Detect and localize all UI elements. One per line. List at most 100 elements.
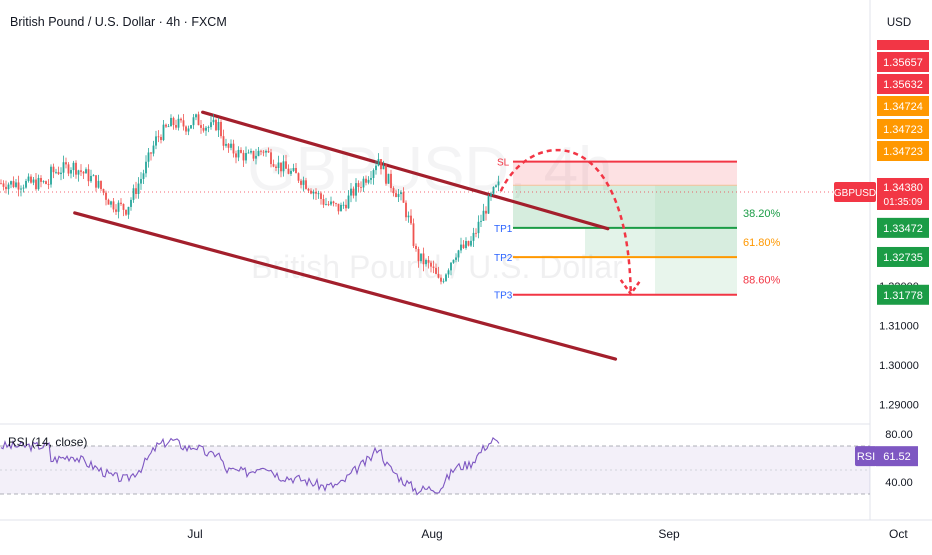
- candle-body: [345, 204, 347, 209]
- channel-lower-line: [73, 211, 618, 361]
- candle-body: [360, 186, 362, 188]
- candle-body: [215, 119, 217, 131]
- current-countdown: 01:35:09: [884, 197, 923, 208]
- candle-body: [77, 170, 80, 175]
- candle-body: [450, 262, 452, 271]
- current-price-label: 1.34380: [883, 182, 923, 194]
- candle-body: [87, 169, 90, 182]
- candle-body: [277, 162, 280, 169]
- candle-body: [130, 199, 132, 207]
- candle-body: [365, 178, 367, 183]
- candle-body: [395, 193, 397, 198]
- candle-body: [477, 221, 480, 234]
- price-tag-label: 1.35632: [883, 79, 923, 91]
- projection-arrowhead: [619, 279, 642, 297]
- candle-body: [167, 126, 170, 128]
- candle-body: [67, 164, 70, 174]
- current-price-tag-bg: [877, 177, 929, 210]
- price-tag-label: 1.31778: [883, 290, 923, 302]
- candle-body: [327, 203, 330, 205]
- price-tag-label: 1.33472: [883, 223, 923, 235]
- candle-body: [295, 168, 297, 174]
- rsi-layer: 80.00 40.00 RSI 61.52: [0, 423, 918, 520]
- candle-body: [47, 183, 50, 185]
- rsi-value-tag-bg: [876, 446, 918, 467]
- candle-body: [60, 172, 62, 175]
- price-tag-bg: [877, 284, 929, 305]
- candle-body: [415, 245, 417, 249]
- candle-body: [150, 152, 152, 154]
- candle-body: [292, 168, 295, 171]
- candle-body: [135, 188, 137, 194]
- candle-body: [190, 125, 192, 129]
- candle-body: [480, 220, 482, 222]
- candle-body: [385, 165, 387, 184]
- candle-body: [427, 259, 430, 263]
- candle-body: [100, 180, 102, 190]
- rsi-value-tag: 61.52: [883, 451, 911, 463]
- candle-body: [400, 192, 402, 195]
- candle-body: [250, 150, 252, 153]
- candle-body: [495, 185, 497, 187]
- candle-body: [125, 209, 127, 215]
- candle-body: [80, 170, 82, 172]
- candle-body: [170, 117, 172, 127]
- candle-body: [442, 280, 445, 282]
- price-tag-label: 1.34724: [883, 101, 923, 113]
- candle-body: [497, 181, 500, 186]
- candle-body: [257, 150, 260, 156]
- candle-body: [0, 183, 2, 185]
- currency-label[interactable]: USD: [887, 17, 911, 29]
- candle-body: [115, 209, 117, 212]
- candle-body: [425, 259, 427, 265]
- candle-body: [420, 253, 422, 262]
- candle-body: [310, 190, 312, 194]
- candle-body: [462, 244, 465, 248]
- candle-body: [2, 183, 5, 187]
- rsi-legend-label[interactable]: RSI (14, close): [8, 435, 87, 449]
- candle-body: [302, 180, 305, 185]
- candle-body: [357, 183, 360, 187]
- candle-body: [122, 203, 125, 210]
- price-tag-label: 1.34723: [883, 146, 923, 158]
- candle-body: [37, 177, 40, 190]
- candle-body: [15, 182, 17, 187]
- candle-body: [245, 153, 247, 161]
- candle-body: [372, 170, 375, 179]
- candle-body: [127, 206, 130, 215]
- candle-body: [317, 193, 320, 195]
- candle-body: [490, 193, 492, 197]
- candle-body: [117, 202, 120, 212]
- candle-body: [297, 173, 300, 181]
- trade-plan-layer: SL TP1 38.20% TP2 61.80% TP3 88.60%: [0, 158, 870, 302]
- candle-body: [315, 191, 317, 194]
- candle-body: [82, 171, 85, 174]
- candle-body: [392, 188, 395, 194]
- profit-zone-tp3: [655, 257, 737, 295]
- candle-body: [335, 203, 337, 205]
- candle-body: [40, 177, 42, 182]
- candle-body: [320, 193, 322, 200]
- target-label: TP2: [494, 253, 513, 264]
- candle-body: [237, 149, 240, 158]
- candle-body: [235, 153, 237, 158]
- symbol-title[interactable]: British Pound / U.S. Dollar · 4h · FXCM: [10, 15, 227, 29]
- candle-body: [272, 164, 275, 167]
- candle-body: [367, 179, 370, 183]
- candle-body: [95, 175, 97, 188]
- candle-body: [205, 127, 207, 131]
- candle-body: [185, 126, 187, 132]
- candle-body: [155, 136, 157, 146]
- watermark-name: British Pound / U.S. Dollar: [251, 249, 623, 285]
- time-label: Oct: [889, 527, 908, 541]
- candle-body: [165, 124, 167, 127]
- rsi-name-tag: RSI: [857, 451, 875, 463]
- candle-body: [482, 210, 485, 221]
- candle-body: [337, 203, 340, 212]
- price-tag-bg: [877, 96, 929, 116]
- candle-body: [465, 241, 467, 248]
- candle-body: [455, 257, 457, 260]
- candle-body: [307, 188, 310, 191]
- candle-body: [285, 161, 287, 169]
